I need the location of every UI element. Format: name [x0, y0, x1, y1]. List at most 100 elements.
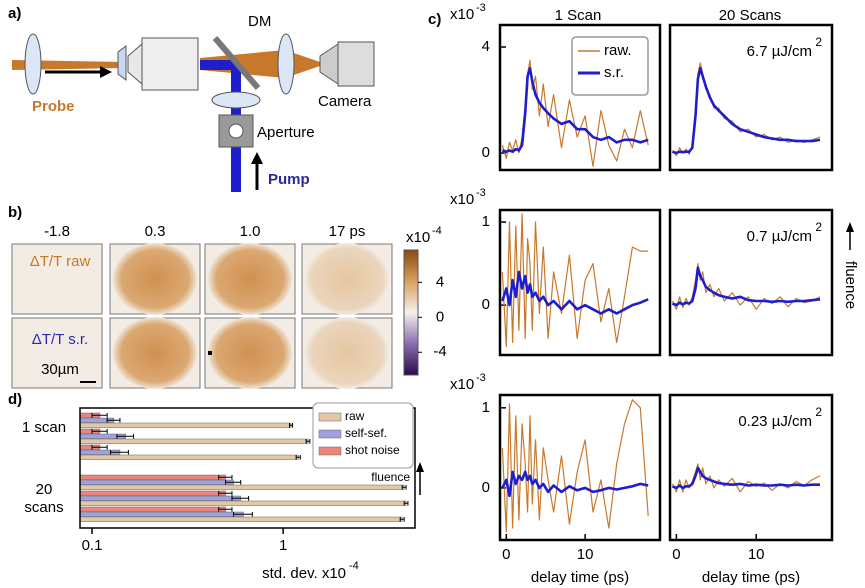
y-exponent: -3: [476, 2, 486, 14]
delay-label: -1.8: [44, 223, 70, 240]
bar: [79, 484, 405, 490]
fluence-exponent: 2: [815, 220, 822, 234]
x-axis-label: std. dev. x10: [262, 565, 346, 582]
row-label: ΔT/T raw: [30, 253, 91, 270]
y-tick-label: 1: [482, 399, 490, 416]
x-tick-label: 0: [672, 546, 680, 563]
image-spot: [208, 317, 292, 389]
x-tick-label: 10: [577, 546, 594, 563]
bar: [79, 454, 299, 460]
colorbar-tick-label: 0: [436, 308, 444, 325]
colorbar-tick-label: -4: [433, 343, 446, 360]
y-exponent: -3: [476, 187, 486, 199]
fluence-annotation: 6.7 µJ/cm: [747, 43, 812, 60]
error-bar: [110, 450, 129, 455]
x-tick-label: 0.1: [82, 537, 103, 554]
error-bar: [295, 455, 301, 460]
sr-line: [671, 466, 820, 490]
raw-line: [501, 399, 649, 533]
chart-frame: [668, 208, 834, 357]
y-tick-label: 0: [482, 144, 490, 161]
bar: [79, 422, 292, 428]
y-tick-label: 0: [482, 479, 490, 496]
legend-label: shot noise: [345, 443, 400, 457]
fluence-annotation: 0.7 µJ/cm: [747, 228, 812, 245]
group-label: 1 scan: [21, 418, 67, 436]
image-spot: [113, 243, 197, 315]
error-bar: [116, 434, 135, 439]
colorbar-exponent: -4: [432, 225, 442, 237]
error-bar: [106, 418, 121, 423]
y-scale: x10: [450, 376, 474, 393]
legend-label: s.r.: [604, 64, 624, 81]
error-bar: [225, 480, 242, 485]
legend-swatch: [318, 412, 342, 422]
y-tick-label: 1: [482, 213, 490, 230]
x-tick-label: 10: [748, 546, 765, 563]
sr-line: [501, 470, 649, 498]
error-bar: [231, 496, 250, 501]
image-grid: [11, 243, 393, 389]
camera-label: Camera: [318, 93, 372, 110]
panel-label: b): [8, 204, 22, 221]
bar: [79, 490, 226, 496]
legend-label: raw: [345, 409, 365, 423]
scale-bar-label: 30µm: [41, 361, 79, 378]
bar: [79, 511, 244, 517]
aperture-label: Aperture: [257, 124, 315, 141]
panel-label: d): [8, 391, 22, 408]
chart-frame: [498, 23, 662, 172]
probe-label: Probe: [32, 98, 75, 115]
group-label: 20 scans: [24, 480, 64, 516]
raw-line: [501, 59, 649, 167]
x-tick-label: 0: [502, 546, 510, 563]
error-bar: [218, 491, 233, 496]
legend-label: raw.: [604, 42, 632, 59]
fluence-arrow-head: [416, 462, 424, 472]
legend-label: self-sef.: [345, 426, 387, 440]
error-bar: [401, 485, 407, 490]
chart-frame: [498, 393, 662, 542]
y-scale: x10: [450, 6, 474, 23]
image-spot: [305, 317, 389, 389]
error-bar: [91, 445, 108, 450]
error-bar: [218, 507, 233, 512]
x-axis-label: delay time (ps): [531, 569, 629, 586]
fluence-exponent: 2: [815, 405, 822, 419]
y-exponent: -3: [476, 372, 486, 384]
error-bar: [218, 475, 233, 480]
bar: [79, 516, 403, 522]
fluence-annotation: fluence: [371, 470, 410, 484]
error-bar: [289, 423, 294, 428]
x-tick-label: 1: [279, 537, 287, 554]
bar: [79, 474, 226, 480]
fluence-exponent: 2: [815, 35, 822, 49]
legend-swatch: [318, 446, 342, 456]
panel-label: c): [428, 11, 441, 28]
x-axis-exponent: -4: [349, 560, 359, 572]
colorbar-scale: x10: [406, 229, 430, 246]
sr-line: [501, 66, 649, 153]
error-bar: [91, 413, 108, 418]
delay-label: 0.3: [145, 223, 166, 240]
sr-line: [671, 66, 821, 155]
fluence-arrow-head: [846, 222, 854, 232]
colorbar: [403, 249, 419, 376]
delay-label: 1.0: [240, 223, 261, 240]
dm-label: DM: [248, 13, 271, 30]
fluence-label: fluence: [842, 261, 859, 309]
chart-frame: [498, 208, 662, 357]
error-bar: [399, 517, 405, 522]
chart-frame: [668, 23, 834, 172]
column-title: 20 Scans: [719, 7, 782, 24]
delay-label: 17 ps: [329, 223, 366, 240]
pump-label: Pump: [268, 171, 310, 188]
setup-diagram: [12, 33, 375, 192]
panel-label: a): [8, 5, 21, 22]
y-tick-label: 0: [482, 296, 490, 313]
y-scale: x10: [450, 191, 474, 208]
bar: [79, 479, 234, 485]
legend-swatch: [318, 429, 342, 439]
plot-frame: [79, 407, 416, 529]
bar: [79, 495, 241, 501]
